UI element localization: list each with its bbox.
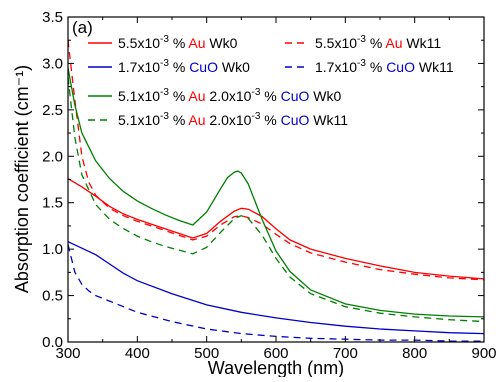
x-tick-label: 800 bbox=[402, 345, 427, 362]
x-tick-label: 400 bbox=[125, 345, 150, 362]
legend-label-part: % bbox=[169, 112, 188, 128]
y-tick-label: 1.0 bbox=[42, 241, 63, 258]
legend-label-part: CuO bbox=[281, 112, 310, 128]
legend-label-part: 5.5x10 bbox=[118, 35, 160, 51]
legend-label-part: Wk11 bbox=[309, 112, 348, 128]
legend-item-6: 5.1x10-3 % Au 2.0x10-3 % CuO Wk11 bbox=[88, 111, 348, 128]
y-tick-label: 3.0 bbox=[42, 55, 63, 72]
legend-label-part: 1.7x10 bbox=[118, 59, 160, 75]
legend-label: 1.7x10-3 % CuO Wk11 bbox=[315, 58, 454, 75]
y-tick-label: 2.5 bbox=[42, 102, 63, 119]
legend-label: 1.7x10-3 % CuO Wk0 bbox=[118, 58, 250, 75]
legend-label-part: % bbox=[366, 35, 385, 51]
y-tick-label: 1.5 bbox=[42, 195, 63, 212]
x-axis-title: Wavelength (nm) bbox=[208, 358, 344, 377]
legend-label-part: Wk11 bbox=[415, 59, 454, 75]
legend-label-part: Au bbox=[188, 88, 205, 104]
legend-label-part: CuO bbox=[281, 88, 310, 104]
legend-label: 5.1x10-3 % Au 2.0x10-3 % CuO Wk11 bbox=[118, 111, 348, 128]
legend-label-part: % bbox=[169, 35, 188, 51]
legend-label-part: CuO bbox=[386, 59, 415, 75]
legend-label-part: % bbox=[169, 88, 188, 104]
legend-label-part: Wk11 bbox=[403, 35, 442, 51]
legend-label: 5.5x10-3 % Au Wk0 bbox=[118, 34, 238, 51]
legend-label-part: Wk0 bbox=[206, 35, 238, 51]
y-tick-label: 0.5 bbox=[42, 288, 63, 305]
y-tick-label: 2.0 bbox=[42, 148, 63, 165]
legend-item-5: 5.1x10-3 % Au 2.0x10-3 % CuO Wk0 bbox=[88, 87, 342, 104]
legend-label-part: Wk0 bbox=[309, 88, 341, 104]
panel-label: (a) bbox=[72, 18, 93, 37]
legend-label-part: % bbox=[169, 59, 189, 75]
legend-label: 5.1x10-3 % Au 2.0x10-3 % CuO Wk0 bbox=[118, 87, 342, 104]
legend-label-part: 5.1x10 bbox=[118, 112, 160, 128]
legend-label: 5.5x10-3 % Au Wk11 bbox=[315, 34, 441, 51]
legend-label-part: CuO bbox=[189, 59, 218, 75]
legend-label-part: Wk0 bbox=[218, 59, 250, 75]
legend-label-part: Au bbox=[385, 35, 402, 51]
y-tick-label: 3.5 bbox=[42, 9, 63, 26]
legend-label-part: % bbox=[260, 88, 280, 104]
legend-label-part: Au bbox=[188, 112, 205, 128]
legend-label-part: 1.7x10 bbox=[315, 59, 357, 75]
x-tick-label: 900 bbox=[471, 345, 496, 362]
y-tick-label: 0.0 bbox=[42, 334, 63, 351]
legend-label-part: % bbox=[260, 112, 280, 128]
legend-label-part: 5.1x10 bbox=[118, 88, 160, 104]
legend-label-part: 2.0x10 bbox=[206, 88, 252, 104]
legend-label-part: 2.0x10 bbox=[206, 112, 252, 128]
legend-label-part: % bbox=[366, 59, 386, 75]
y-axis-title: Absorption coefficient (cm⁻¹) bbox=[12, 65, 32, 293]
legend-label-part: Au bbox=[188, 35, 205, 51]
legend-label-part: 5.5x10 bbox=[315, 35, 357, 51]
